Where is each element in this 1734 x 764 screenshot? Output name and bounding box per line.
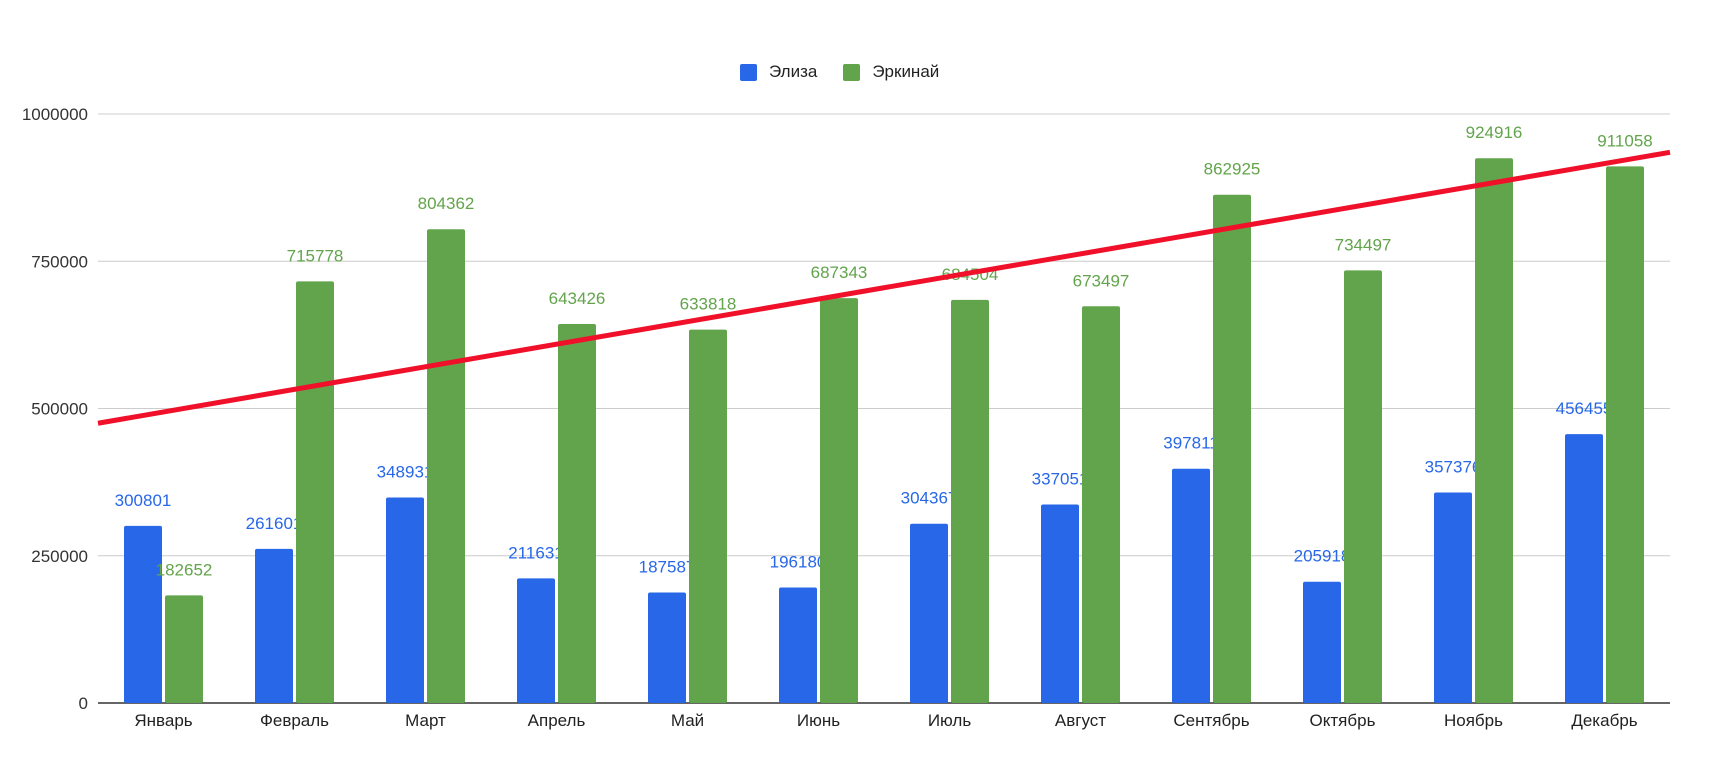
bar-erkinai [296,281,334,703]
data-label: 357376 [1425,458,1482,477]
bar-erkinai [1606,166,1644,703]
x-tick-label: Март [405,711,446,730]
legend-label-erkinai: Эркинай [872,62,940,81]
bar-erkinai [1344,270,1382,703]
legend-swatch-eliza [740,63,757,81]
legend-swatch-erkinai [843,63,861,81]
data-label: 911058 [1597,131,1652,150]
data-label: 687343 [811,263,868,282]
data-label: 804362 [418,194,475,213]
bar-erkinai [558,324,596,703]
data-label: 300801 [115,491,172,510]
bar-eliza [1565,434,1603,703]
data-label: 211631 [508,543,563,562]
legend-item-eliza: Элиза [740,62,817,82]
data-label: 261601 [246,514,303,533]
x-tick-label: Февраль [260,711,329,730]
y-tick-label: 250000 [31,547,88,566]
legend-label-eliza: Элиза [769,62,818,81]
bar-eliza [779,587,817,703]
data-label: 205918 [1294,547,1351,566]
y-tick-label: 750000 [31,252,88,271]
y-tick-label: 1000000 [22,105,88,124]
bar-eliza [1434,492,1472,703]
chart-legend: Элиза Эркинай [740,62,965,82]
bar-eliza [1303,581,1341,703]
data-label: 643426 [549,289,606,308]
x-tick-label: Январь [134,711,192,730]
data-label: 456455 [1556,399,1613,418]
bar-eliza [648,592,686,703]
data-label: 337051 [1032,469,1089,488]
bar-erkinai [820,298,858,703]
bar-eliza [910,523,948,703]
trend-line [97,149,1671,426]
bar-erkinai [1475,158,1513,703]
bar-erkinai [1082,306,1120,703]
x-tick-label: Май [671,711,704,730]
x-tick-label: Июнь [797,711,840,730]
y-tick-label: 500000 [31,400,88,419]
bar-eliza [386,497,424,703]
bar-eliza [124,525,162,703]
data-label: 633818 [680,295,737,314]
data-label: 304367 [901,489,958,508]
bar-eliza [1172,468,1210,703]
data-label: 348931 [377,462,434,481]
bar-erkinai [1213,194,1251,703]
data-label: 182652 [156,560,213,579]
data-label: 715778 [287,246,344,265]
bar-erkinai [165,595,203,703]
bar-eliza [255,548,293,703]
x-tick-label: Август [1055,711,1106,730]
legend-item-erkinai: Эркинай [843,62,939,82]
data-label: 734497 [1335,235,1392,254]
bar-erkinai [951,299,989,703]
data-label: 397811 [1163,434,1218,453]
x-tick-label: Сентябрь [1173,711,1249,730]
x-tick-label: Октябрь [1310,711,1376,730]
x-tick-label: Декабрь [1571,711,1637,730]
bar-eliza [1041,504,1079,703]
bar-erkinai [689,329,727,703]
x-tick-label: Июль [928,711,972,730]
bar-erkinai [427,229,465,704]
data-label: 196180 [770,552,827,571]
data-label: 862925 [1204,160,1261,179]
data-label: 187587 [639,558,696,577]
x-tick-label: Апрель [528,711,586,730]
bar-eliza [517,578,555,703]
y-tick-label: 0 [79,694,88,713]
x-tick-label: Ноябрь [1444,711,1503,730]
data-label: 924916 [1466,123,1523,142]
data-label: 673497 [1073,271,1130,290]
